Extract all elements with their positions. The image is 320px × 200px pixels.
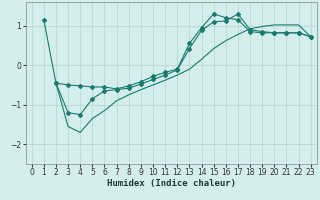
X-axis label: Humidex (Indice chaleur): Humidex (Indice chaleur) [107,179,236,188]
